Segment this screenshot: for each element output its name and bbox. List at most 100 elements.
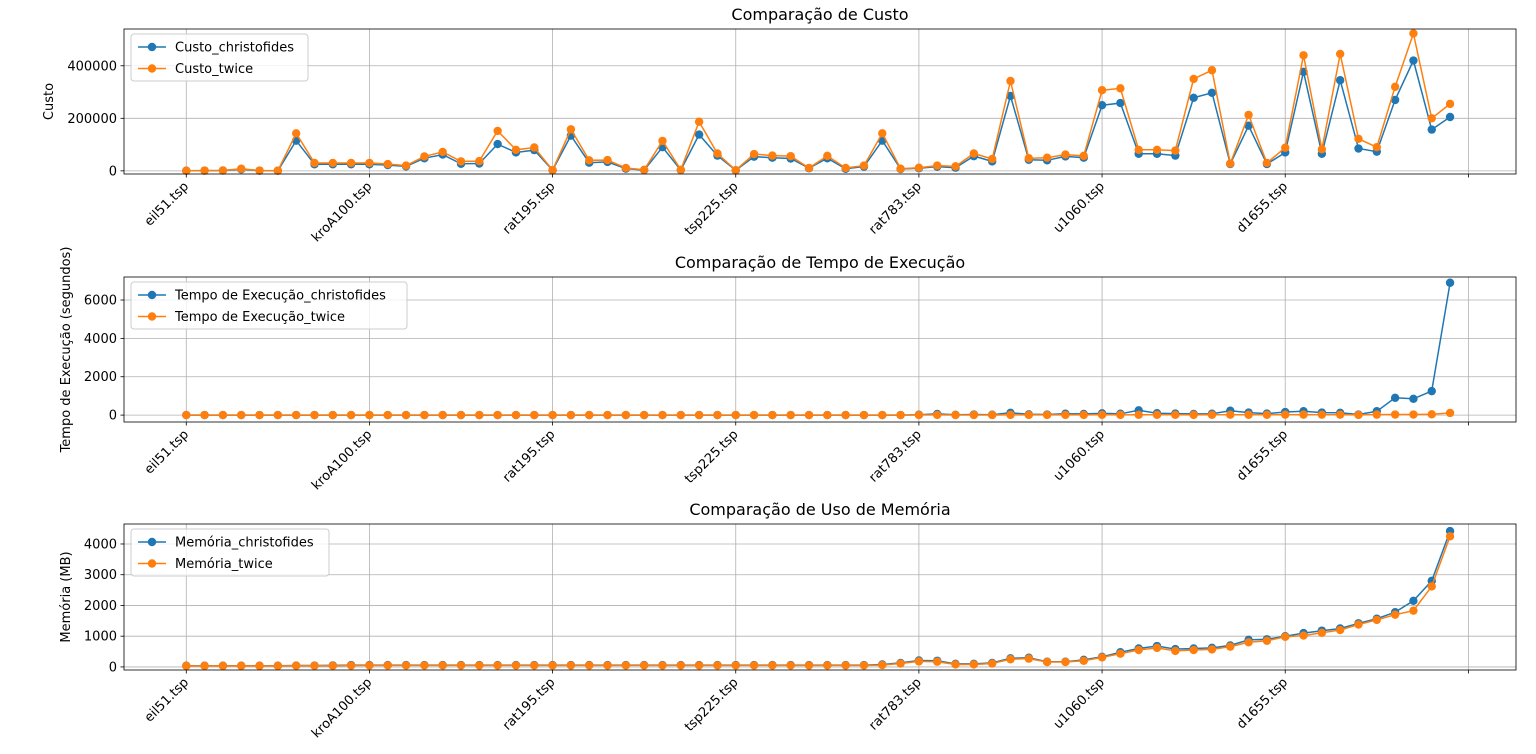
data-point (200, 661, 209, 671)
data-point (273, 661, 283, 671)
chart-panel-runtime: 0 2000 4000 6000 eil51.tsp kroA100.tsp rat195.… (59, 247, 1517, 493)
data-point (255, 166, 264, 175)
data-point (1244, 121, 1253, 130)
x-tick-label: d1655.tsp (1234, 179, 1291, 236)
x-tick-label: rat783.tsp (866, 675, 924, 733)
data-point (841, 661, 850, 670)
data-point (1244, 410, 1253, 419)
data-point (420, 661, 429, 670)
data-point (1390, 393, 1400, 403)
data-point (749, 661, 759, 670)
data-point (639, 165, 649, 174)
data-point (200, 166, 209, 175)
x-tick-label: rat783.tsp (866, 179, 924, 237)
data-point (1244, 110, 1253, 120)
data-point (1226, 410, 1235, 419)
legend-box (130, 33, 309, 82)
data-point (585, 410, 594, 420)
data-point (530, 661, 539, 670)
data-point (804, 661, 814, 670)
x-tick-label: kroA100.tsp (309, 427, 375, 493)
data-point (200, 410, 209, 420)
data-point (914, 163, 924, 172)
data-point (694, 117, 704, 126)
data-point (1445, 532, 1455, 541)
data-point (731, 410, 740, 420)
data-point (987, 410, 997, 420)
data-point (1152, 145, 1162, 155)
legend-marker (147, 312, 157, 321)
data-point (383, 410, 392, 420)
data-point (346, 661, 356, 670)
legend-label: Tempo de Execução_christofides (174, 289, 386, 304)
y-tick-label: 0 (109, 409, 117, 424)
data-point (841, 163, 850, 173)
data-point (1427, 410, 1436, 419)
data-point (1354, 144, 1363, 153)
data-point (548, 410, 557, 420)
data-point (914, 410, 924, 420)
data-point (566, 661, 576, 670)
data-point (1079, 410, 1088, 420)
data-point (1372, 410, 1382, 419)
data-point (786, 661, 795, 670)
y-axis-label: Custo (42, 83, 57, 120)
data-point (548, 165, 557, 175)
data-point (1061, 410, 1070, 420)
y-tick-label: 4000 (84, 537, 117, 552)
data-point (731, 661, 740, 670)
data-point (1354, 134, 1363, 144)
legend-label: Memória_christofides (175, 536, 314, 551)
data-point (713, 149, 722, 158)
data-point (1372, 143, 1382, 152)
legend-label: Memória_twice (175, 557, 273, 572)
data-point (1409, 596, 1418, 606)
legend-box (130, 281, 408, 330)
series-line-0 (186, 58, 1451, 172)
data-point (1097, 653, 1107, 662)
data-point (1281, 632, 1290, 642)
data-point (237, 164, 246, 173)
data-point (768, 410, 777, 420)
data-point (933, 657, 942, 666)
data-point (1042, 657, 1052, 667)
data-point (1042, 410, 1052, 420)
legend: Tempo de Execução_christofides Tempo de E… (130, 281, 408, 330)
data-point (1299, 410, 1308, 419)
x-tick-label: rat195.tsp (500, 179, 558, 237)
data-point (859, 161, 869, 170)
legend-marker (147, 537, 157, 547)
data-point (475, 156, 484, 166)
data-point (749, 149, 759, 159)
y-tick-label: 1000 (84, 630, 117, 645)
data-point (1409, 606, 1418, 615)
data-point (951, 410, 960, 420)
data-point (1409, 56, 1418, 65)
data-point (1354, 620, 1363, 629)
plot-frame (123, 276, 1517, 423)
data-point (1207, 410, 1217, 420)
data-point (1390, 410, 1400, 419)
x-tick-label: eil51.tsp (142, 179, 192, 229)
y-tick-label: 6000 (84, 294, 117, 309)
data-point (1152, 643, 1162, 653)
data-point (1226, 159, 1235, 168)
data-point (475, 661, 484, 670)
data-point (639, 661, 649, 670)
data-point (823, 661, 832, 670)
chart-panel-memory: 0 1000 2000 3000 4000 eil51.tsp kroA100.tsp rat… (59, 500, 1517, 741)
chart-title: Comparação de Uso de Memória (689, 500, 950, 519)
data-point (1171, 146, 1180, 155)
x-tick-label: d1655.tsp (1234, 675, 1291, 732)
data-point (1134, 410, 1143, 419)
plot-frame (123, 28, 1517, 175)
data-point (749, 410, 759, 420)
data-point (237, 661, 246, 671)
data-point (859, 661, 869, 670)
data-point (310, 158, 319, 168)
data-point (896, 659, 905, 668)
plot-frame (123, 523, 1517, 671)
data-point (475, 410, 484, 420)
data-point (255, 661, 264, 671)
data-point (1134, 145, 1143, 155)
